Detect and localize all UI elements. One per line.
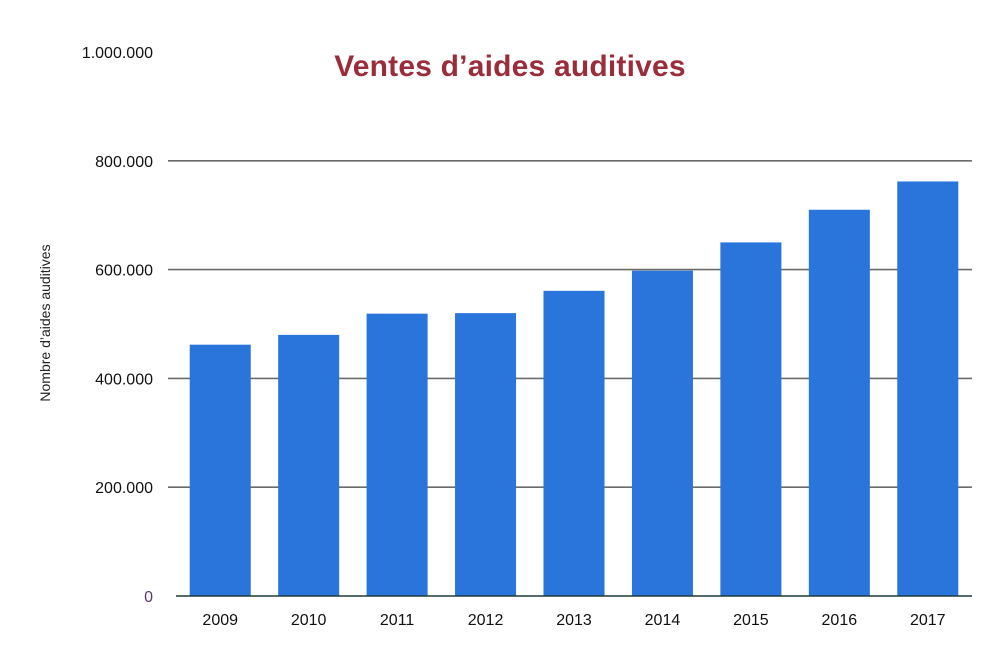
x-tick-label: 2010 bbox=[291, 612, 327, 629]
y-tick-label: 1.000.000 bbox=[82, 45, 153, 62]
bar-2011 bbox=[366, 313, 428, 596]
y-tick-label: 0 bbox=[144, 589, 153, 606]
y-tick-label: 400.000 bbox=[95, 371, 153, 388]
x-tick-label: 2013 bbox=[556, 612, 592, 629]
chart-title: Ventes d’aides auditives bbox=[334, 50, 686, 83]
x-tick-label: 2017 bbox=[910, 612, 946, 629]
x-tick-label: 2009 bbox=[202, 612, 238, 629]
bar-2014 bbox=[631, 270, 693, 596]
bar-2015 bbox=[720, 242, 782, 596]
x-tick-label: 2012 bbox=[468, 612, 504, 629]
y-tick-label: 200.000 bbox=[95, 480, 153, 497]
x-tick-label: 2016 bbox=[822, 612, 858, 629]
x-tick-label: 2011 bbox=[380, 612, 415, 629]
y-tick-label: 600.000 bbox=[95, 263, 153, 280]
x-tick-label: 2014 bbox=[645, 612, 681, 629]
bar-2017 bbox=[897, 181, 959, 597]
bar-2016 bbox=[808, 209, 870, 596]
bar-2009 bbox=[189, 344, 251, 596]
y-tick-label: 800.000 bbox=[95, 154, 153, 171]
x-tick-label: 2015 bbox=[733, 612, 769, 629]
bar-2012 bbox=[455, 313, 517, 596]
bar-2010 bbox=[278, 334, 340, 596]
bar-2013 bbox=[543, 290, 605, 596]
